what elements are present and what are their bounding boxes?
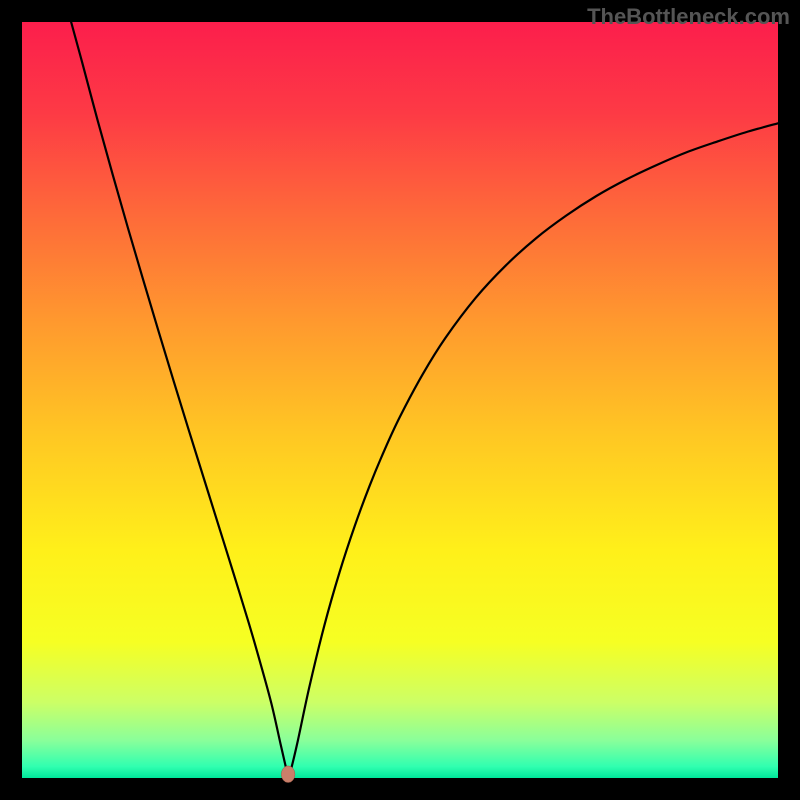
bottleneck-chart: TheBottleneck.com bbox=[0, 0, 800, 800]
plot-area-background bbox=[22, 22, 778, 778]
watermark-text: TheBottleneck.com bbox=[587, 4, 790, 30]
chart-svg bbox=[0, 0, 800, 800]
minimum-marker bbox=[281, 766, 295, 783]
